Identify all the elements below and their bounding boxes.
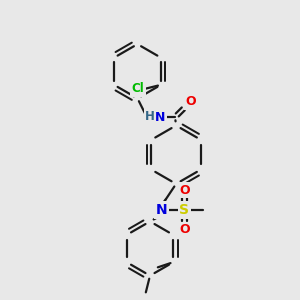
Text: N: N	[155, 111, 166, 124]
Text: O: O	[179, 184, 190, 197]
Text: O: O	[179, 223, 190, 236]
Text: Cl: Cl	[132, 82, 144, 95]
Text: H: H	[145, 110, 155, 123]
Text: S: S	[179, 203, 189, 217]
Text: O: O	[185, 95, 196, 108]
Text: N: N	[156, 203, 167, 217]
